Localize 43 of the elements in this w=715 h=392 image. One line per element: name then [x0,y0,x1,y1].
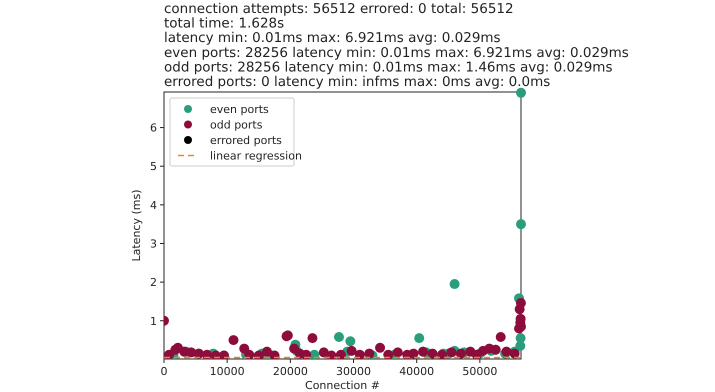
point [364,348,374,359]
y-axis-title: Latency (ms) [130,189,143,262]
point [414,333,424,344]
x-tick-label: 50000 [462,365,498,378]
point [446,347,456,358]
point [244,350,254,359]
point [228,335,238,346]
legend-label: odd ports [210,118,263,132]
x-axis-title: Connection # [305,379,380,392]
point [307,333,318,344]
legend-label: linear regression [210,150,302,162]
point [516,333,526,344]
point [516,298,526,308]
y-tick-label: 1 [150,314,157,328]
point [392,347,403,358]
y-tick-label: 5 [150,160,157,174]
point [516,88,526,98]
point [418,346,428,357]
x-tick-label: 10000 [210,365,245,378]
chart-title: connection attempts: 56512 errored: 0 total: 56512 total time: 1.628s latency min: 0.01ms max: 6.921ms avg: 0.029ms even ports: 28256 latency min: 0.01ms max: 6.921ms avg: 0.029ms odd ports: 28256 latency min: 0.01ms max: 1.46ms avg: 0.029ms errored ports: 0 latency min: infms max: 0ms avg: 0.0ms [164,1,629,90]
point [346,346,357,356]
x-tick-label: 30000 [336,365,372,378]
y-tick-label: 4 [150,198,157,212]
y-tick-label: 2 [150,276,157,290]
point [336,350,346,359]
point [496,332,506,342]
y-tick-label: 3 [150,237,157,250]
point [427,348,438,359]
x-tick-label: 20000 [272,365,308,378]
point [262,346,272,357]
point [354,350,365,359]
point [450,279,460,290]
point [345,336,356,346]
y-tick-label: 6 [150,122,157,135]
point [408,348,419,359]
legend-label: even ports [210,103,270,116]
legend-label: errored ports [210,134,282,147]
x-tick-label: 40000 [399,365,434,378]
point [334,332,344,342]
point [375,342,386,353]
point [516,219,526,230]
x-tick-label: 0 [160,365,168,378]
point [456,348,466,359]
